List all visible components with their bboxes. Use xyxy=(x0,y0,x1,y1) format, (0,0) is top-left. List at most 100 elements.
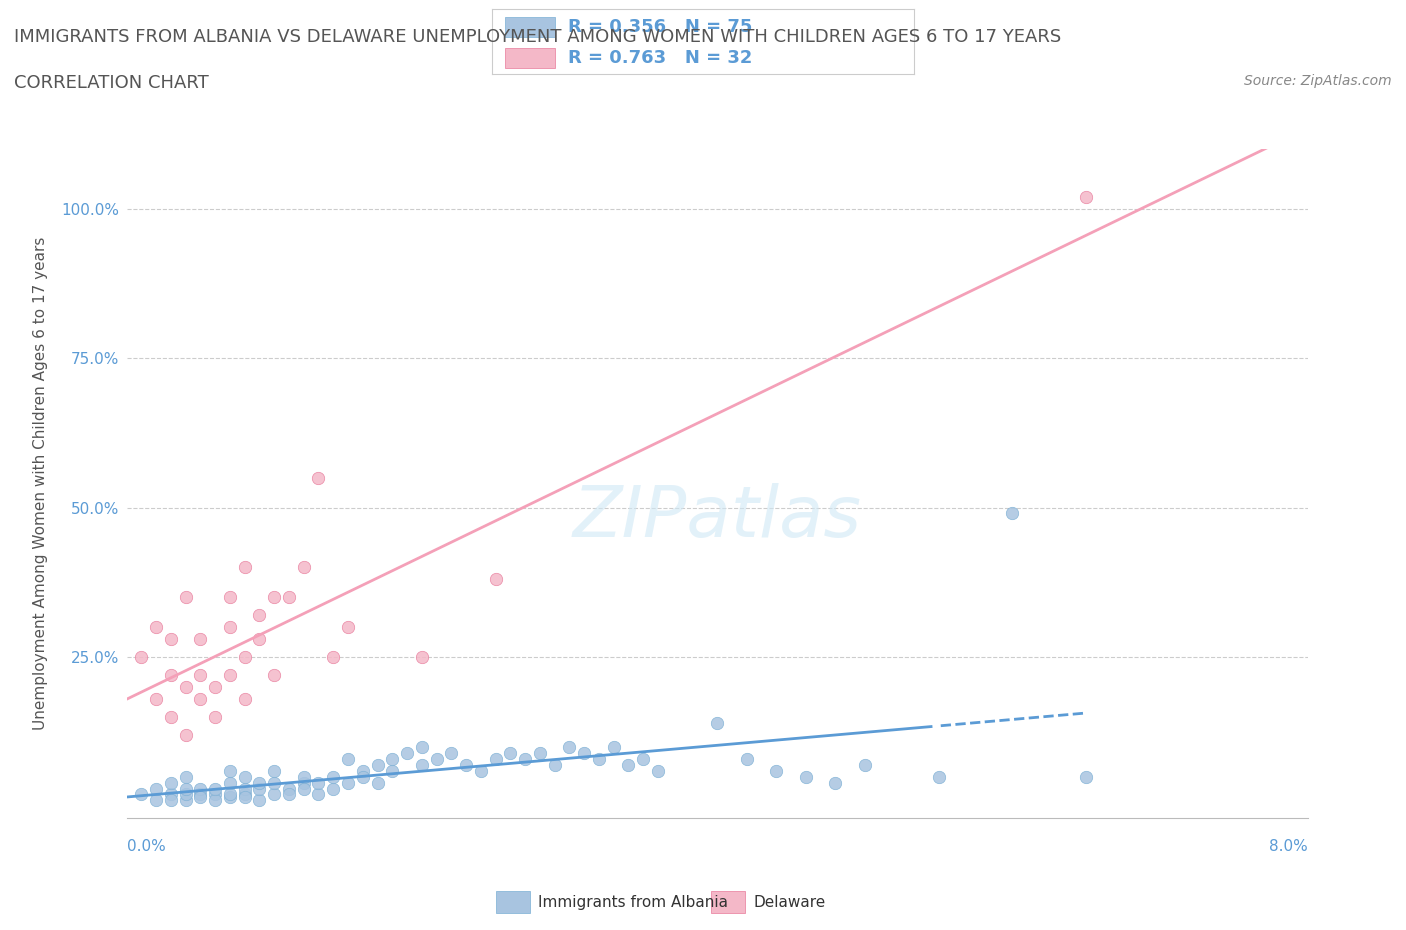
Point xyxy=(292,769,315,784)
Point xyxy=(307,775,329,790)
Point xyxy=(160,787,183,802)
Point xyxy=(233,790,256,805)
Point xyxy=(174,787,197,802)
Point xyxy=(204,781,226,796)
Point xyxy=(470,764,492,778)
Point xyxy=(188,668,211,683)
Point xyxy=(292,781,315,796)
Point xyxy=(558,739,581,754)
Bar xyxy=(711,891,745,913)
Point xyxy=(174,680,197,695)
Point xyxy=(337,619,360,634)
Point xyxy=(233,781,256,796)
Point xyxy=(307,471,329,485)
Point xyxy=(440,745,463,760)
Point xyxy=(219,790,242,805)
Point xyxy=(160,668,183,683)
Y-axis label: Unemployment Among Women with Children Ages 6 to 17 years: Unemployment Among Women with Children A… xyxy=(32,237,48,730)
Point xyxy=(145,691,167,706)
Point xyxy=(233,769,256,784)
Point xyxy=(454,757,477,772)
Point xyxy=(853,757,876,772)
Point xyxy=(322,769,344,784)
Point xyxy=(515,751,537,766)
Point xyxy=(617,757,640,772)
Point xyxy=(706,715,728,730)
Text: 8.0%: 8.0% xyxy=(1268,839,1308,854)
Point xyxy=(219,590,242,604)
Text: R = 0.356   N = 75: R = 0.356 N = 75 xyxy=(568,18,752,36)
Point xyxy=(411,757,433,772)
Point xyxy=(233,649,256,664)
Point xyxy=(381,751,404,766)
Bar xyxy=(496,891,530,913)
Point xyxy=(204,793,226,808)
Text: ZIPatlas: ZIPatlas xyxy=(572,483,862,551)
Point xyxy=(174,769,197,784)
Point xyxy=(145,619,167,634)
Point xyxy=(337,751,360,766)
Point xyxy=(247,781,270,796)
Point xyxy=(145,781,167,796)
Point xyxy=(204,680,226,695)
Text: 0.0%: 0.0% xyxy=(127,839,166,854)
Text: Delaware: Delaware xyxy=(754,895,825,910)
Point xyxy=(247,631,270,646)
Point xyxy=(366,757,388,772)
Point xyxy=(824,775,846,790)
Point xyxy=(174,590,197,604)
Point xyxy=(603,739,626,754)
Point xyxy=(1076,189,1098,204)
Point xyxy=(219,787,242,802)
Point xyxy=(411,649,433,664)
Point xyxy=(263,787,285,802)
Point xyxy=(484,751,508,766)
Point xyxy=(263,668,285,683)
Point xyxy=(219,668,242,683)
Point xyxy=(204,787,226,802)
Point xyxy=(247,775,270,790)
Point xyxy=(247,793,270,808)
Point xyxy=(174,781,197,796)
Text: Immigrants from Albania: Immigrants from Albania xyxy=(538,895,728,910)
Point xyxy=(574,745,596,760)
Point xyxy=(735,751,758,766)
Point xyxy=(543,757,565,772)
Point xyxy=(588,751,610,766)
Point xyxy=(247,607,270,622)
Point xyxy=(145,793,167,808)
Point xyxy=(188,781,211,796)
Point xyxy=(484,572,508,587)
Point xyxy=(263,775,285,790)
Point xyxy=(322,781,344,796)
Point xyxy=(381,764,404,778)
Point xyxy=(233,691,256,706)
Point xyxy=(337,775,360,790)
Point xyxy=(928,769,950,784)
Point xyxy=(633,751,655,766)
Point xyxy=(219,764,242,778)
Point xyxy=(278,590,301,604)
Point xyxy=(529,745,551,760)
Point xyxy=(204,710,226,724)
Point xyxy=(129,787,153,802)
Point xyxy=(794,769,817,784)
Point xyxy=(499,745,522,760)
Point xyxy=(174,727,197,742)
Point xyxy=(1001,506,1024,521)
Text: R = 0.763   N = 32: R = 0.763 N = 32 xyxy=(568,49,752,67)
Text: IMMIGRANTS FROM ALBANIA VS DELAWARE UNEMPLOYMENT AMONG WOMEN WITH CHILDREN AGES : IMMIGRANTS FROM ALBANIA VS DELAWARE UNEM… xyxy=(14,28,1062,46)
Point xyxy=(352,764,374,778)
Bar xyxy=(505,48,555,68)
Point xyxy=(233,560,256,575)
Point xyxy=(366,775,388,790)
Point xyxy=(396,745,419,760)
Point xyxy=(219,775,242,790)
Point xyxy=(188,691,211,706)
Point xyxy=(278,787,301,802)
Text: Source: ZipAtlas.com: Source: ZipAtlas.com xyxy=(1244,74,1392,88)
Point xyxy=(765,764,787,778)
Point xyxy=(322,649,344,664)
Point xyxy=(352,769,374,784)
Point xyxy=(292,560,315,575)
